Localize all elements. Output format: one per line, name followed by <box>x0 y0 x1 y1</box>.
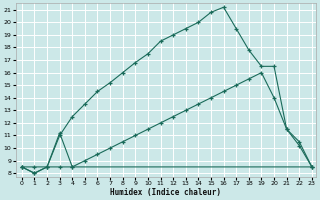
X-axis label: Humidex (Indice chaleur): Humidex (Indice chaleur) <box>110 188 221 197</box>
